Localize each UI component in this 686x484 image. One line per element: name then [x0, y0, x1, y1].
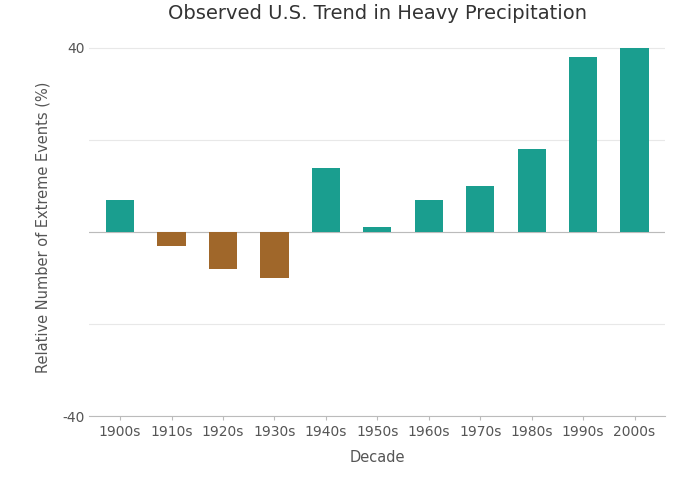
Bar: [311, 167, 340, 232]
Bar: [569, 57, 598, 232]
Bar: [363, 227, 392, 232]
Bar: [517, 149, 546, 232]
X-axis label: Decade: Decade: [350, 451, 405, 466]
Bar: [260, 232, 289, 278]
Bar: [414, 200, 443, 232]
Bar: [209, 232, 237, 269]
Bar: [157, 232, 186, 246]
Bar: [620, 48, 649, 232]
Y-axis label: Relative Number of Extreme Events (%): Relative Number of Extreme Events (%): [36, 82, 51, 373]
Bar: [106, 200, 134, 232]
Bar: [466, 186, 495, 232]
Title: Observed U.S. Trend in Heavy Precipitation: Observed U.S. Trend in Heavy Precipitati…: [168, 4, 587, 23]
